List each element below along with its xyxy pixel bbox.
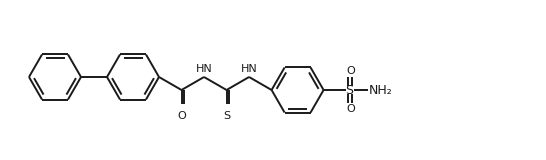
Text: HN: HN bbox=[195, 64, 212, 74]
Text: NH₂: NH₂ bbox=[369, 84, 393, 96]
Text: HN: HN bbox=[241, 64, 258, 74]
Text: S: S bbox=[346, 84, 354, 96]
Text: O: O bbox=[346, 66, 355, 76]
Text: O: O bbox=[346, 104, 355, 114]
Text: O: O bbox=[177, 111, 186, 121]
Text: S: S bbox=[223, 111, 230, 121]
